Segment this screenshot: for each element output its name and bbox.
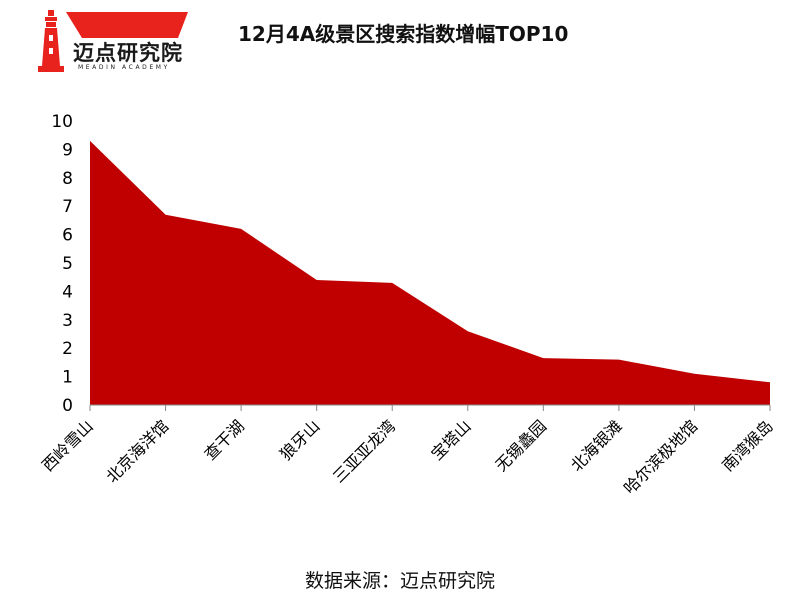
area-series bbox=[90, 140, 770, 405]
axis-layer bbox=[89, 404, 771, 411]
x-tick-label: 北海银滩 bbox=[567, 416, 626, 475]
logo-text: 迈点研究院 bbox=[73, 41, 183, 65]
x-tick-label: 北京海洋馆 bbox=[102, 416, 172, 486]
y-tick-label: 0 bbox=[62, 396, 73, 416]
x-tick-label: 南湾猴岛 bbox=[718, 416, 777, 475]
y-tick-label: 7 bbox=[62, 197, 73, 217]
y-tick-label: 10 bbox=[51, 112, 73, 132]
y-tick-label: 3 bbox=[62, 311, 73, 331]
lighthouse-icon bbox=[38, 10, 64, 72]
x-tick-label: 哈尔滨极地馆 bbox=[620, 416, 701, 497]
logo-subtitle: MEADIN ACADEMY bbox=[78, 64, 170, 71]
y-tick-label: 6 bbox=[62, 226, 73, 246]
x-tick-label: 西岭雪山 bbox=[38, 416, 97, 475]
y-tick-label: 1 bbox=[62, 368, 73, 388]
x-tick-label: 狼牙山 bbox=[276, 416, 323, 463]
chart-title: 12月4A级景区搜索指数增幅TOP10 bbox=[238, 22, 569, 46]
area-layer bbox=[90, 140, 770, 405]
y-tick-label: 2 bbox=[62, 339, 73, 359]
y-tick-label: 5 bbox=[62, 254, 73, 274]
logo-mark bbox=[38, 10, 188, 72]
y-axis-ticks: 0 1 2 3 4 5 6 7 8 9 10 bbox=[51, 112, 73, 416]
x-tick-label: 三亚亚龙湾 bbox=[329, 416, 399, 486]
x-tick-label: 宝塔山 bbox=[427, 416, 474, 463]
logo-banner bbox=[66, 12, 188, 38]
y-tick-label: 4 bbox=[62, 282, 73, 302]
y-tick-label: 9 bbox=[62, 140, 73, 160]
x-tick-label: 无锡蠡园 bbox=[491, 416, 550, 475]
y-tick-label: 8 bbox=[62, 169, 73, 189]
x-tick-label: 查干湖 bbox=[201, 416, 248, 463]
data-source: 数据来源：迈点研究院 bbox=[304, 570, 495, 592]
